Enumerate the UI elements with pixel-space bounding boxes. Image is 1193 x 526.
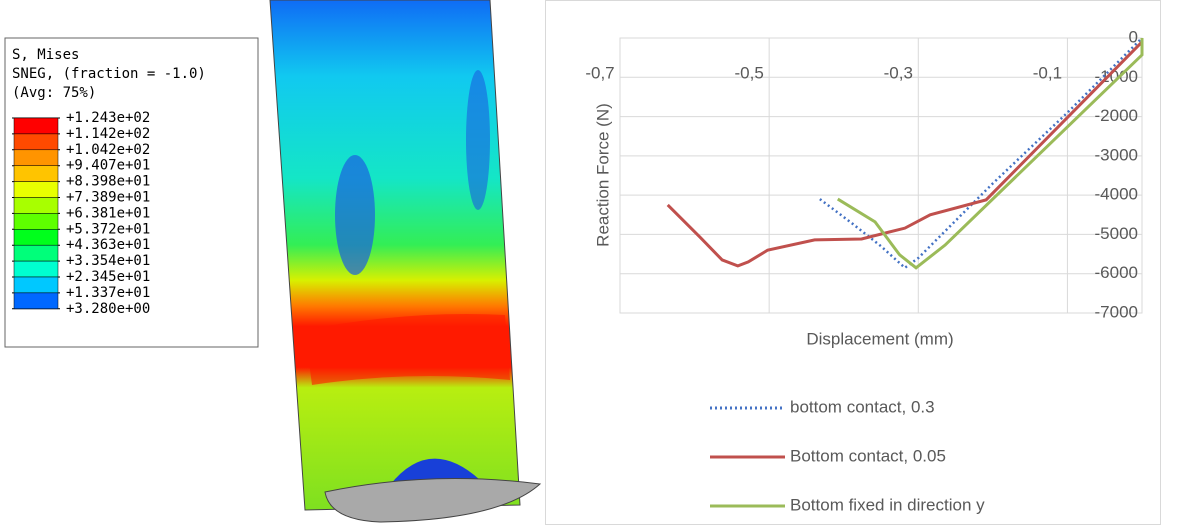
color-swatch	[14, 118, 58, 134]
contour-legend: S, Mises SNEG, (fraction = -1.0) (Avg: 75%…	[5, 38, 258, 347]
x-tick-label: -0,1	[1033, 63, 1062, 82]
level-label: +9.407e+01	[66, 158, 150, 174]
color-swatch	[14, 229, 58, 245]
color-swatch	[14, 277, 58, 293]
legend-title-line: S, Mises	[12, 47, 79, 63]
color-swatch	[14, 245, 58, 261]
level-label: +2.345e+01	[66, 269, 150, 285]
level-label: +7.389e+01	[66, 190, 150, 206]
page: {"contour_legend": { "title_lines": ["S,…	[0, 0, 1193, 526]
chart: Reaction Force (N) Displacement (mm) 0-1…	[546, 1, 1161, 525]
level-label: +4.363e+01	[66, 237, 150, 253]
x-tick-label: -0,7	[585, 63, 614, 82]
level-label: +8.398e+01	[66, 174, 150, 190]
legend-title-line: SNEG, (fraction = -1.0)	[12, 66, 206, 82]
y-tick-label: -6000	[1095, 263, 1138, 282]
y-tick-label: 0	[1129, 27, 1138, 46]
level-label: +1.243e+02	[66, 110, 150, 126]
level-label: +1.042e+02	[66, 142, 150, 158]
level-label: +5.372e+01	[66, 221, 150, 237]
plot-border	[620, 38, 1142, 313]
level-label: +1.142e+02	[66, 126, 150, 142]
figure: S, Mises SNEG, (fraction = -1.0) (Avg: 75%…	[0, 0, 1193, 526]
color-swatch	[14, 166, 58, 182]
color-swatch	[14, 134, 58, 150]
level-label: +6.381e+01	[66, 205, 150, 221]
x-tick-label: -0,5	[734, 63, 763, 82]
y-tick-label: -7000	[1095, 302, 1138, 321]
legend-title-line: (Avg: 75%)	[12, 85, 96, 101]
level-label: +3.354e+01	[66, 253, 150, 269]
legend-label: Bottom contact, 0.05	[790, 446, 946, 465]
y-tick-label: -2000	[1095, 106, 1138, 125]
level-label: +3.280e+00	[66, 301, 150, 317]
x-tick-label: -0,3	[884, 63, 913, 82]
y-tick-label: -5000	[1095, 224, 1138, 243]
color-swatch	[14, 293, 58, 309]
color-swatch	[14, 198, 58, 214]
color-swatch	[14, 182, 58, 198]
fea-model	[270, 0, 540, 522]
color-swatch	[14, 150, 58, 166]
color-swatch	[14, 261, 58, 277]
y-tick-label: -4000	[1095, 185, 1138, 204]
legend-label: bottom contact, 0.3	[790, 397, 935, 416]
legend-label: Bottom fixed in direction y	[790, 495, 985, 514]
y-tick-label: -3000	[1095, 145, 1138, 164]
x-axis-label: Displacement (mm)	[806, 329, 953, 348]
y-axis-label: Reaction Force (N)	[593, 103, 612, 247]
level-label: +1.337e+01	[66, 285, 150, 301]
color-swatch	[14, 213, 58, 229]
